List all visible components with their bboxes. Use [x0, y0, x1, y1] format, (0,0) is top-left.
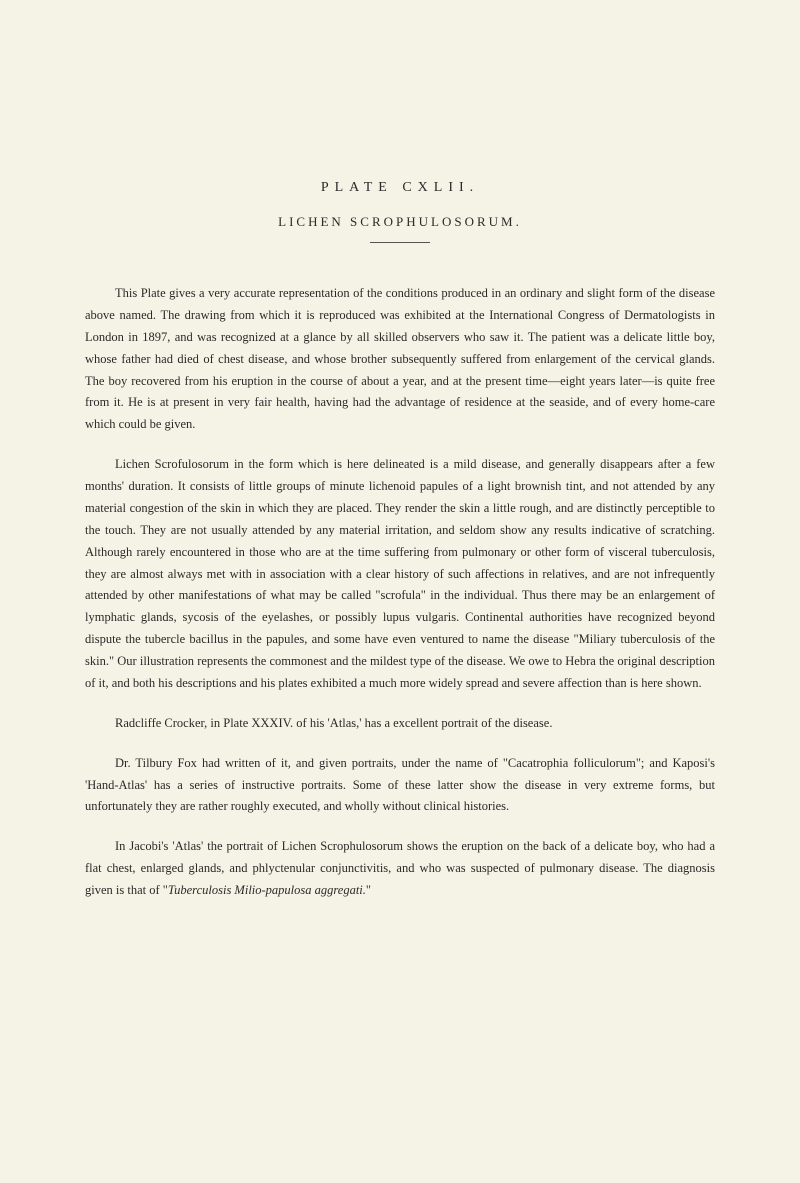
plate-subtitle: LICHEN SCROPHULOSORUM. — [85, 214, 715, 230]
p5-italic: Tuberculosis Milio-papulosa aggregati. — [168, 883, 366, 897]
paragraph-2: Lichen Scrofulosorum in the form which i… — [85, 454, 715, 695]
plate-title: PLATE CXLII. — [85, 180, 715, 196]
divider — [370, 242, 430, 243]
paragraph-4: Dr. Tilbury Fox had written of it, and g… — [85, 753, 715, 819]
paragraph-3: Radcliffe Crocker, in Plate XXXIV. of hi… — [85, 713, 715, 735]
paragraph-1: This Plate gives a very accurate represe… — [85, 283, 715, 436]
p5-text-2: " — [366, 883, 371, 897]
paragraph-5: In Jacobi's 'Atlas' the portrait of Lich… — [85, 836, 715, 902]
